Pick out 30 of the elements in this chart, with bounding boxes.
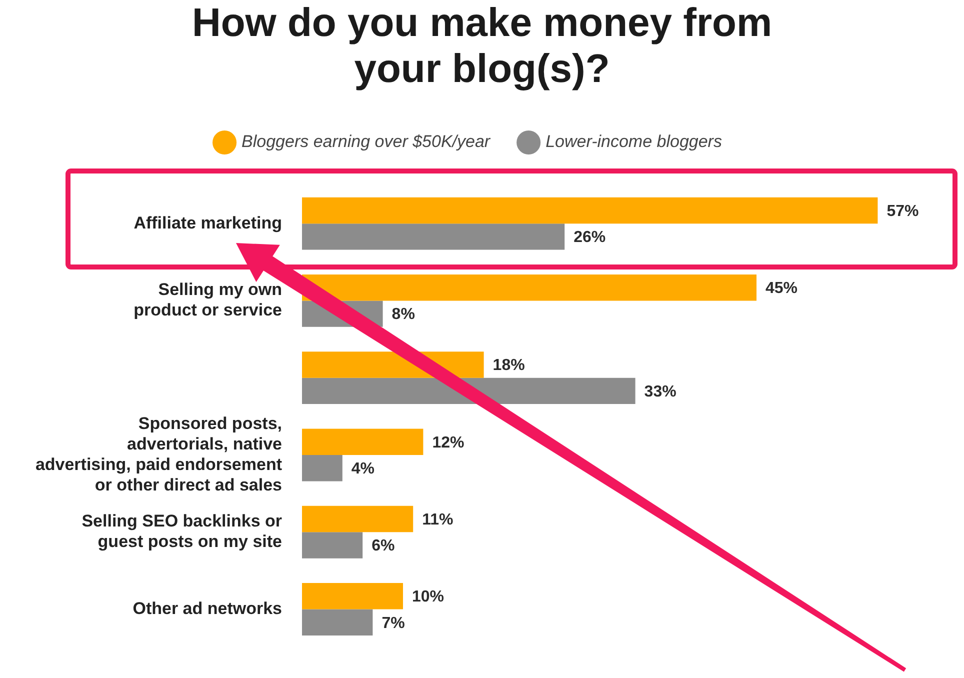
bar — [302, 609, 373, 636]
bar — [302, 506, 414, 532]
y-tick-label: Other ad networks — [132, 598, 282, 618]
bar — [302, 583, 403, 610]
data-label: 7% — [382, 614, 405, 632]
chart-title: How do you make money from your blog(s)? — [190, 0, 774, 92]
legend-label: Bloggers earning over $50K/year — [242, 132, 492, 152]
y-tick-label: Selling SEO backlinks or guest posts on my site — [82, 512, 282, 551]
bar — [302, 197, 878, 224]
data-label: 12% — [432, 434, 464, 452]
data-label: 26% — [574, 229, 606, 246]
y-tick-label: Sponsored posts, advertorials, native advertising, paid endorsement or other direct ad sales — [35, 414, 282, 494]
legend-label: Lower-income bloggers — [546, 132, 722, 152]
data-label: 18% — [492, 357, 525, 374]
y-tick-label: Affiliate marketing — [134, 213, 282, 232]
data-label: 45% — [766, 280, 798, 297]
bar — [302, 274, 756, 301]
bar — [302, 428, 424, 455]
bar — [302, 454, 342, 482]
data-label: 4% — [351, 460, 375, 478]
data-label: 33% — [644, 383, 676, 400]
bar — [302, 224, 565, 250]
data-label: 11% — [422, 511, 454, 528]
data-label: 8% — [392, 306, 415, 324]
data-label: 57% — [886, 202, 919, 220]
bar — [302, 532, 363, 558]
y-tick-label: Selling my own product or service — [134, 280, 282, 320]
bar — [302, 378, 636, 404]
data-label: 10% — [412, 588, 444, 606]
data-label: 6% — [372, 538, 395, 555]
